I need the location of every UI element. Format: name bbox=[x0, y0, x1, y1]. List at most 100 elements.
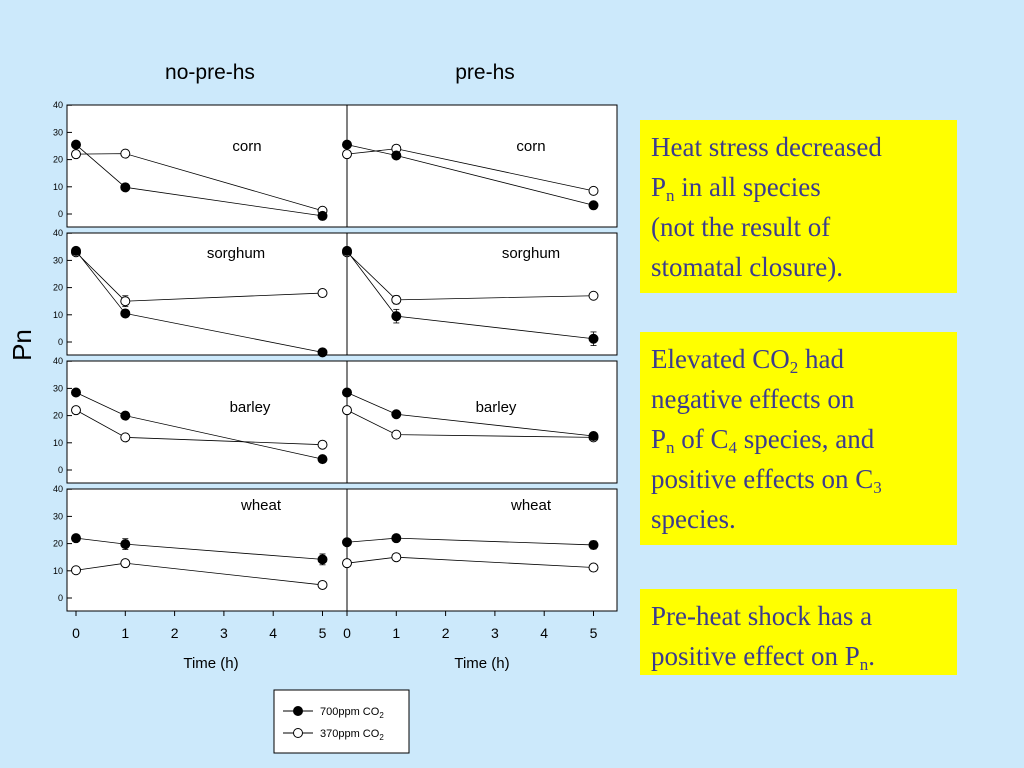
data-point-700ppm-barley bbox=[120, 410, 131, 421]
note-elevated-co2: Elevated CO2 had negative effects on Pn … bbox=[640, 332, 957, 545]
species-label-corn: corn bbox=[232, 138, 261, 155]
data-point-370ppm-barley bbox=[120, 432, 131, 443]
note2-line4: positive effects on C3 bbox=[651, 464, 882, 497]
data-point-370ppm-corn bbox=[588, 185, 599, 196]
panel-barley-pre-hs bbox=[346, 360, 618, 484]
legend-label-370-main: 370ppm CO bbox=[320, 728, 380, 740]
note3-line2: positive effect on Pn. bbox=[651, 641, 875, 674]
data-point-700ppm-wheat bbox=[71, 533, 81, 544]
legend-label-700: 700ppm CO2 bbox=[320, 706, 384, 720]
x-tick-label: 1 bbox=[392, 625, 400, 641]
species-label-wheat: wheat bbox=[510, 497, 552, 514]
note1-line3: (not the result of bbox=[651, 212, 831, 242]
data-point-700ppm-corn bbox=[342, 139, 352, 150]
data-point-370ppm-corn bbox=[71, 149, 81, 160]
data-point-700ppm-barley bbox=[391, 409, 402, 420]
legend-label-700-main: 700ppm CO bbox=[320, 706, 380, 718]
panel-corn-pre-hs bbox=[346, 104, 618, 228]
y-tick-label: 10 bbox=[53, 310, 63, 320]
note1-line1: Heat stress decreased bbox=[651, 132, 882, 162]
x-tick-label: 0 bbox=[72, 625, 80, 641]
panel-wheat-no-pre-hs bbox=[66, 488, 348, 612]
data-point-700ppm-sorghum bbox=[588, 333, 599, 344]
y-tick-label: 30 bbox=[53, 127, 63, 137]
note2-line5: species. bbox=[651, 504, 736, 534]
x-axis-title: Time (h) bbox=[454, 655, 509, 672]
data-point-700ppm-barley bbox=[317, 454, 328, 465]
legend: 700ppm CO2 370ppm CO2 bbox=[273, 689, 410, 754]
y-tick-label: 0 bbox=[58, 465, 63, 475]
y-tick-label: 40 bbox=[53, 100, 63, 110]
data-point-370ppm-wheat bbox=[120, 558, 131, 569]
data-point-370ppm-wheat bbox=[342, 558, 352, 569]
data-point-700ppm-wheat bbox=[342, 537, 352, 548]
x-tick-label: 4 bbox=[540, 625, 548, 641]
y-tick-label: 20 bbox=[53, 155, 63, 165]
y-tick-label: 0 bbox=[58, 209, 63, 219]
note2-line3: Pn of C4 species, and bbox=[651, 424, 875, 457]
data-point-370ppm-sorghum bbox=[120, 296, 131, 307]
species-label-wheat: wheat bbox=[240, 497, 282, 514]
y-tick-label: 20 bbox=[53, 539, 63, 549]
data-point-700ppm-sorghum bbox=[391, 311, 402, 322]
legend-label-370-sub: 2 bbox=[379, 733, 384, 742]
x-tick-label: 2 bbox=[442, 625, 450, 641]
data-point-700ppm-barley bbox=[342, 387, 352, 398]
data-point-370ppm-barley bbox=[71, 405, 81, 416]
data-point-370ppm-wheat bbox=[391, 552, 402, 563]
data-point-700ppm-corn bbox=[588, 200, 599, 211]
legend-label-700-sub: 2 bbox=[379, 711, 384, 720]
x-tick-label: 1 bbox=[121, 625, 129, 641]
y-tick-label: 20 bbox=[53, 411, 63, 421]
data-point-700ppm-corn bbox=[317, 210, 328, 221]
data-point-370ppm-corn bbox=[120, 148, 131, 159]
y-tick-label: 0 bbox=[58, 593, 63, 603]
note-heat-stress: Heat stress decreased Pn in all species … bbox=[640, 120, 957, 293]
y-tick-label: 10 bbox=[53, 438, 63, 448]
data-point-370ppm-wheat bbox=[317, 579, 328, 590]
data-point-700ppm-barley bbox=[71, 387, 81, 398]
note1-line4: stomatal closure). bbox=[651, 252, 843, 282]
panel-corn-no-pre-hs bbox=[66, 104, 348, 228]
x-tick-label: 5 bbox=[319, 625, 327, 641]
species-label-corn: corn bbox=[516, 138, 545, 155]
species-label-barley: barley bbox=[230, 399, 271, 416]
y-axis-label: Pn bbox=[7, 329, 37, 361]
data-point-700ppm-sorghum bbox=[120, 308, 131, 319]
data-point-700ppm-wheat bbox=[588, 539, 599, 550]
panel-sorghum-pre-hs bbox=[346, 232, 618, 356]
note2-line2: negative effects on bbox=[651, 384, 855, 414]
note3-line1: Pre-heat shock has a bbox=[651, 601, 873, 631]
x-tick-label: 0 bbox=[343, 625, 351, 641]
x-axis-title: Time (h) bbox=[183, 655, 238, 672]
species-label-sorghum: sorghum bbox=[207, 245, 265, 262]
data-point-370ppm-sorghum bbox=[317, 288, 328, 299]
note2-line1: Elevated CO2 had bbox=[651, 344, 844, 377]
y-tick-label: 10 bbox=[53, 566, 63, 576]
y-tick-label: 40 bbox=[53, 228, 63, 238]
panel-barley-no-pre-hs bbox=[66, 360, 348, 484]
data-point-700ppm-corn bbox=[120, 182, 131, 193]
y-tick-label: 30 bbox=[53, 255, 63, 265]
data-point-370ppm-corn bbox=[342, 149, 352, 160]
data-point-370ppm-barley bbox=[342, 405, 352, 416]
data-point-700ppm-sorghum bbox=[71, 245, 81, 256]
y-tick-label: 40 bbox=[53, 356, 63, 366]
data-point-370ppm-wheat bbox=[71, 565, 81, 576]
panel-wheat-pre-hs bbox=[346, 488, 618, 612]
data-point-700ppm-sorghum bbox=[317, 347, 328, 358]
column-title-pre-hs: pre-hs bbox=[455, 61, 515, 84]
data-point-700ppm-corn bbox=[391, 150, 402, 161]
data-point-700ppm-corn bbox=[71, 139, 81, 150]
species-label-sorghum: sorghum bbox=[502, 245, 560, 262]
legend-box bbox=[273, 689, 410, 754]
y-tick-label: 10 bbox=[53, 182, 63, 192]
x-tick-label: 4 bbox=[269, 625, 277, 641]
legend-label-370: 370ppm CO2 bbox=[320, 728, 384, 742]
y-tick-label: 30 bbox=[53, 511, 63, 521]
note1-line2: Pn in all species bbox=[651, 172, 821, 205]
y-tick-label: 20 bbox=[53, 283, 63, 293]
x-tick-label: 3 bbox=[491, 625, 499, 641]
data-point-700ppm-barley bbox=[588, 431, 599, 441]
